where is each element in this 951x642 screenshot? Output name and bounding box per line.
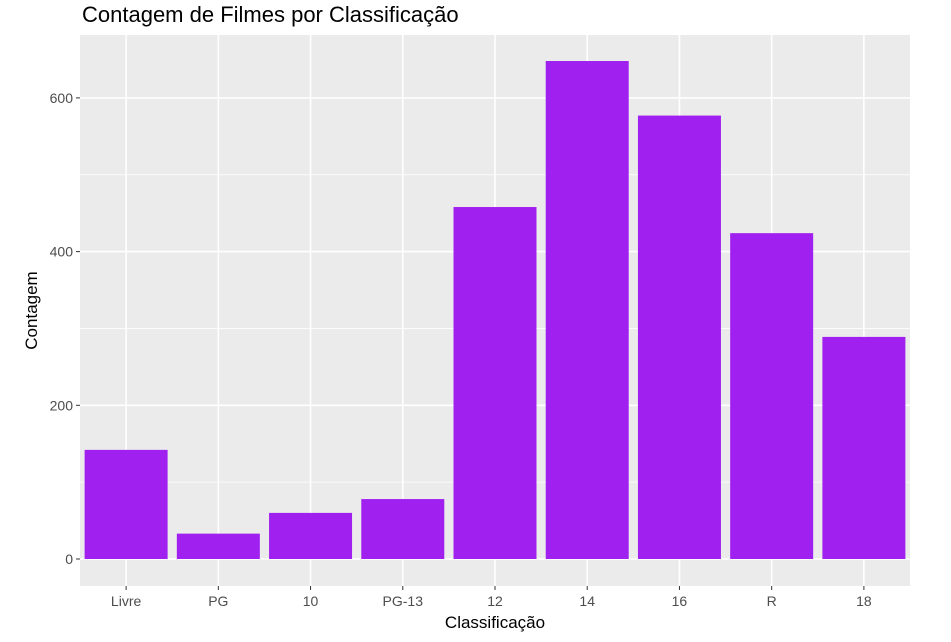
x-tick-label: PG [208, 593, 228, 609]
bar [637, 115, 721, 559]
y-tick-label: 400 [50, 244, 74, 260]
y-tick-label: 0 [65, 551, 73, 567]
y-tick-label: 600 [50, 90, 74, 106]
x-tick-label: 18 [856, 593, 872, 609]
chart-title: Contagem de Filmes por Classificação [82, 2, 459, 27]
x-tick-label: 10 [303, 593, 319, 609]
bar [822, 336, 906, 559]
x-axis: Livre PG 10 PG-13 12 14 16 R 18 [111, 586, 872, 609]
x-tick-label: 14 [579, 593, 595, 609]
x-tick-label: 16 [672, 593, 688, 609]
bar [545, 61, 629, 560]
bar [269, 512, 353, 559]
x-tick-label: PG-13 [383, 593, 424, 609]
x-tick-label: Livre [111, 593, 142, 609]
bar [730, 233, 814, 559]
bar [84, 449, 168, 559]
y-axis: 0 200 400 600 [50, 90, 80, 567]
bars [84, 61, 906, 560]
y-tick-label: 200 [50, 397, 74, 413]
x-tick-label: 12 [487, 593, 503, 609]
x-tick-label: R [767, 593, 777, 609]
bar [453, 207, 537, 560]
bar [361, 499, 445, 559]
x-axis-title: Classificação [445, 613, 545, 632]
bar [176, 533, 260, 559]
y-axis-title: Contagem [22, 271, 41, 349]
